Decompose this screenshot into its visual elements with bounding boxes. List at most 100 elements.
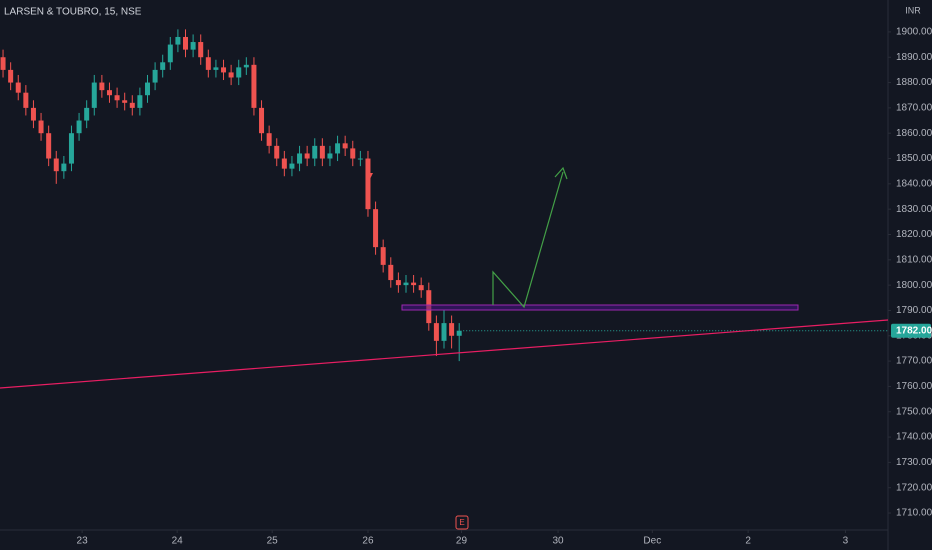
x-tick-label: 24	[172, 536, 184, 547]
y-tick-label: 1760.00	[896, 381, 932, 392]
candle-body	[129, 102, 135, 108]
last-price-box	[891, 323, 931, 338]
candle-body	[190, 42, 196, 50]
y-tick-label: 1870.00	[896, 103, 932, 114]
chart-title: LARSEN & TOUBRO, 15, NSE	[4, 7, 142, 18]
candle-body	[456, 330, 462, 336]
candle-body	[15, 82, 21, 93]
signal-marker	[367, 173, 373, 179]
candle-body	[61, 163, 67, 172]
candle-body	[297, 153, 303, 164]
candle-body	[84, 107, 90, 121]
candle-body	[365, 158, 371, 210]
candle-body	[122, 100, 128, 103]
zone-rectangle	[401, 304, 799, 311]
candle-body	[380, 247, 386, 265]
candle-body	[76, 120, 82, 134]
candle-body	[228, 72, 234, 78]
candle-body	[91, 82, 97, 108]
candle-body	[137, 95, 143, 108]
y-tick-label: 1850.00	[896, 153, 932, 164]
y-tick-label: 1790.00	[896, 305, 932, 316]
candle-body	[175, 36, 181, 45]
y-tick-label: 1820.00	[896, 229, 932, 240]
y-tick-label: 1860.00	[896, 128, 932, 139]
candle-body	[198, 42, 204, 58]
candle-body	[449, 323, 455, 336]
candle-body	[8, 69, 14, 83]
y-tick-label: 1800.00	[896, 280, 932, 291]
trend-line	[0, 319, 889, 389]
candle-body	[350, 148, 356, 159]
candle-body	[221, 67, 227, 73]
candle-body	[144, 82, 150, 96]
candle-body	[304, 153, 310, 159]
candle-body	[266, 133, 272, 146]
x-tick-label: Dec	[643, 536, 661, 547]
candle-body	[183, 36, 189, 50]
y-tick-label: 1810.00	[896, 254, 932, 265]
candle-body	[259, 107, 265, 134]
currency-box	[900, 3, 926, 17]
candle-body	[418, 285, 424, 291]
candle-body	[205, 57, 211, 70]
y-tick-label: 1890.00	[896, 52, 932, 63]
candle-body	[99, 82, 105, 91]
candle-body	[335, 143, 341, 154]
candle-body	[213, 67, 219, 70]
x-tick-label: 29	[456, 536, 468, 547]
y-tick-label: 1880.00	[896, 77, 932, 88]
candle-body	[152, 69, 158, 83]
x-tick-label: 30	[552, 536, 564, 547]
candle-body	[388, 264, 394, 281]
candle-body	[30, 107, 36, 121]
last-price-label: 1782.00	[896, 325, 932, 336]
candle-body	[236, 67, 242, 78]
candle-body	[327, 153, 333, 159]
candle-body	[38, 120, 44, 134]
candle-body	[319, 145, 325, 159]
candle-body	[167, 44, 173, 63]
x-tick-label: 25	[267, 536, 279, 547]
candle-body	[411, 282, 417, 286]
y-tick-label: 1710.00	[896, 508, 932, 519]
earnings-icon-letter: E	[459, 518, 464, 527]
projection-path	[492, 171, 564, 309]
candle-body	[53, 158, 59, 172]
candle-body	[357, 158, 363, 160]
candle-body	[46, 133, 52, 159]
projection-arrowhead	[554, 166, 568, 180]
y-tick-label: 1840.00	[896, 178, 932, 189]
candle-body	[0, 57, 6, 70]
y-tick-label: 1830.00	[896, 204, 932, 215]
candle-body	[68, 133, 74, 164]
earnings-icon	[455, 515, 469, 530]
x-tick-label: 3	[843, 536, 849, 547]
candle-body	[281, 158, 287, 169]
candle-body	[403, 282, 409, 286]
y-tick-label: 1900.00	[896, 27, 932, 38]
y-tick-label: 1740.00	[896, 432, 932, 443]
y-tick-label: 1730.00	[896, 457, 932, 468]
candle-body	[395, 280, 401, 286]
y-tick-label: 1750.00	[896, 406, 932, 417]
candle-body	[312, 145, 318, 159]
candle-body	[160, 62, 166, 70]
candle-body	[274, 145, 280, 159]
currency-label: INR	[905, 5, 921, 15]
candle-body	[289, 163, 295, 169]
candle-body	[114, 95, 120, 101]
candle-body	[23, 92, 29, 108]
y-tick-label: 1720.00	[896, 482, 932, 493]
x-tick-label: 2	[745, 536, 751, 547]
candle-body	[251, 64, 257, 108]
candle-body	[243, 64, 249, 68]
candle-body	[106, 90, 112, 96]
candle-body	[373, 209, 379, 248]
x-tick-label: 26	[362, 536, 374, 547]
candle-body	[441, 323, 447, 341]
x-tick-label: 23	[77, 536, 89, 547]
